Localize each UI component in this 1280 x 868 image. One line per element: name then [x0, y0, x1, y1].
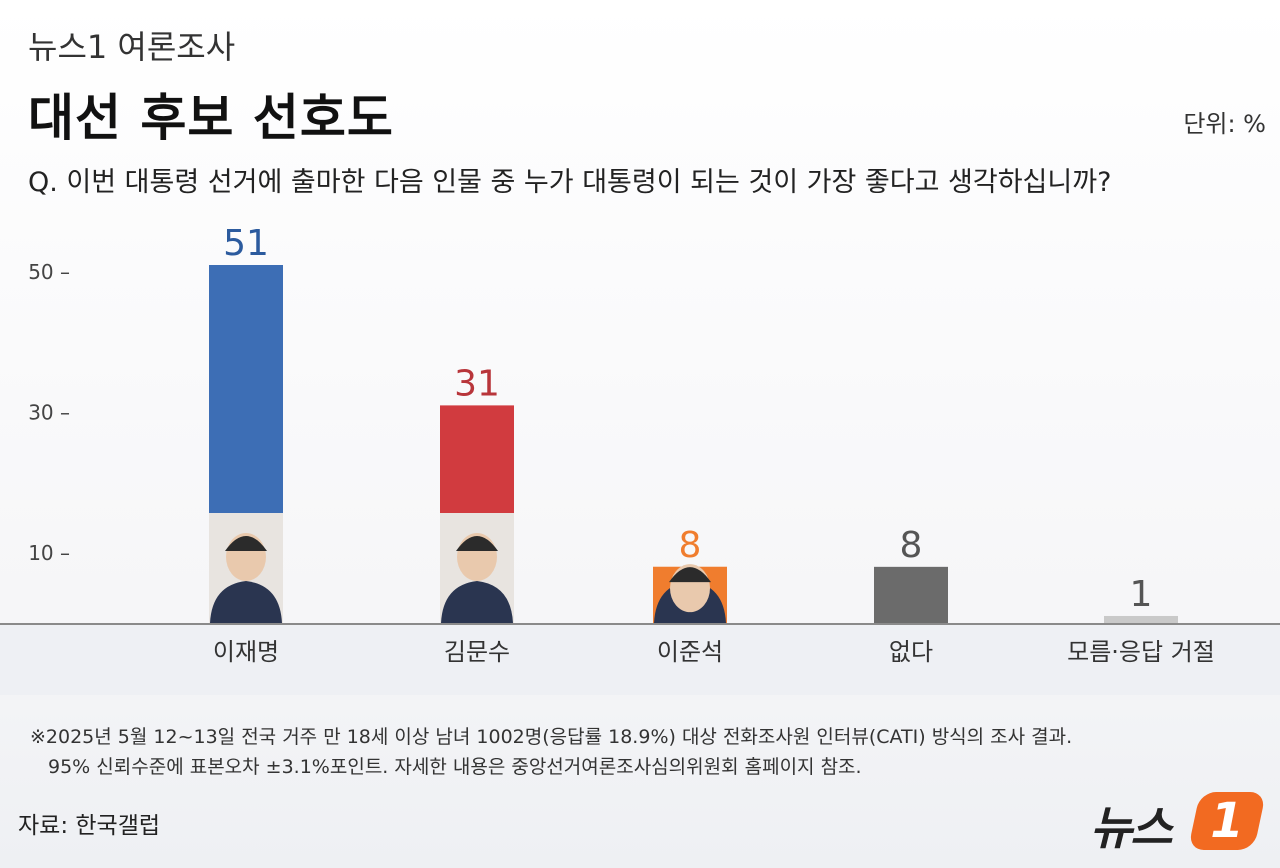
logo-text: 뉴스 — [1090, 801, 1173, 855]
footnote-line-2: 95% 신뢰수준에 표본오차 ±3.1%포인트. 자세한 내용은 중앙선거여론조… — [48, 756, 862, 779]
bar — [1104, 615, 1178, 623]
category-label: 모름·응답 거절 — [1067, 638, 1215, 666]
footnote-line-1: ※2025년 5월 12~13일 전국 거주 만 18세 이상 남녀 1002명… — [30, 726, 1073, 748]
data-label: 1 — [1130, 574, 1153, 615]
source-label: 자료: 한국갤럽 — [18, 813, 161, 839]
y-tick-label: 10 – — [28, 541, 70, 565]
candidate-hair — [456, 536, 498, 551]
footnote: ※2025년 5월 12~13일 전국 거주 만 18세 이상 남녀 1002명… — [30, 722, 1072, 783]
category-label: 이재명 — [213, 638, 279, 666]
y-tick-label: 30 – — [28, 400, 70, 424]
category-band — [0, 625, 1280, 695]
category-label: 이준석 — [657, 638, 723, 666]
data-label: 51 — [223, 223, 269, 264]
chart-kicker: 뉴스1 여론조사 — [28, 28, 236, 66]
data-label: 8 — [900, 525, 923, 566]
category-label: 김문수 — [444, 638, 510, 666]
unit-label: 단위: % — [1183, 110, 1266, 138]
candidate-hair — [225, 536, 267, 551]
candidate-suit — [210, 581, 282, 623]
candidate-hair — [669, 567, 711, 583]
data-label: 8 — [679, 525, 702, 566]
baseline — [0, 623, 1280, 625]
chart-title: 대선 후보 선호도 — [28, 89, 394, 147]
category-label: 없다 — [889, 638, 933, 666]
news1-logo: 뉴스 1 — [1090, 790, 1268, 856]
candidate-suit — [441, 581, 513, 623]
survey-question: Q. 이번 대통령 선거에 출마한 다음 인물 중 누가 대통령이 되는 것이 … — [28, 167, 1112, 198]
logo-mark-icon: 1 — [1187, 792, 1267, 850]
data-label: 31 — [454, 363, 500, 404]
bar — [874, 566, 948, 623]
y-tick-label: 50 – — [28, 260, 70, 284]
